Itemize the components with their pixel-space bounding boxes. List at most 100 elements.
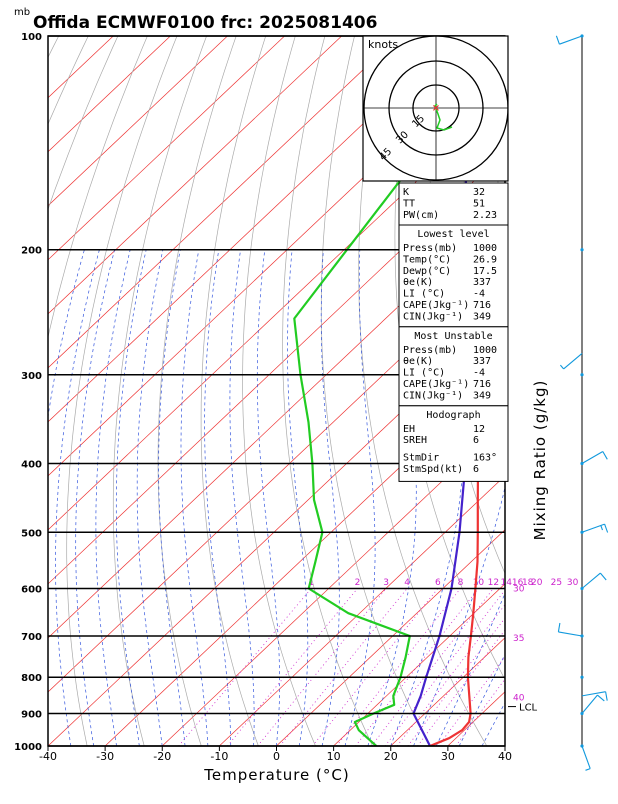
index-label: Temp(°C) <box>403 254 451 265</box>
right-side-label: 30 <box>513 584 525 594</box>
dry-adiabat-line <box>243 36 316 746</box>
wind-barb-flag <box>597 695 604 701</box>
index-value: 17.5 <box>473 266 497 277</box>
index-label: LI (°C) <box>403 289 445 300</box>
wind-barb-flag <box>603 452 608 460</box>
mixing-ratio-label: 30 <box>567 578 579 588</box>
index-value: 349 <box>473 311 491 322</box>
wind-barb-staff <box>582 452 603 464</box>
moist-adiabat-line <box>116 250 146 746</box>
x-tick-label: -10 <box>210 750 228 763</box>
index-value: 1000 <box>473 243 497 254</box>
isotherm-line <box>0 36 285 746</box>
dry-adiabat-line <box>591 36 618 746</box>
x-tick-label: 30 <box>441 750 455 763</box>
x-tick-label: 0 <box>273 750 280 763</box>
dry-adiabat-line <box>283 36 373 746</box>
moist-adiabat-line <box>321 250 339 746</box>
dry-adiabat-line <box>0 36 118 746</box>
index-label: Press(mb) <box>403 243 457 254</box>
dry-adiabat-line <box>113 36 206 746</box>
wind-barb-flag <box>600 573 606 580</box>
index-label: StmDir <box>403 453 439 464</box>
pressure-tick-label: 100 <box>21 32 42 43</box>
index-heading: Hodograph <box>426 410 480 421</box>
pressure-tick-label: 900 <box>21 710 42 721</box>
mixing-ratio-line <box>280 589 407 747</box>
x-tick-label: -20 <box>153 750 171 763</box>
mixing-ratio-label: 6 <box>435 578 441 588</box>
index-value: 51 <box>473 198 485 209</box>
index-value: 12 <box>473 424 485 435</box>
index-label: θe(K) <box>403 356 433 367</box>
index-heading: Lowest level <box>417 229 489 240</box>
index-value: -4 <box>473 289 485 300</box>
isotherm-line <box>0 36 399 746</box>
wind-barb-staff <box>582 695 597 713</box>
x-tick-label: -30 <box>96 750 114 763</box>
pressure-tick-label: 1000 <box>14 742 42 753</box>
lcl-label: LCL <box>519 703 538 714</box>
wind-barb <box>582 452 607 464</box>
index-value: 163° <box>473 453 497 464</box>
moist-adiabat-line <box>505 250 618 746</box>
index-label: StmSpd(kt) <box>403 464 463 475</box>
index-value: 32 <box>473 187 485 198</box>
chart-title: Offida ECMWF0100 frc: 2025081406 <box>33 13 377 33</box>
thermo-grid <box>0 36 618 746</box>
wind-barb <box>582 746 590 770</box>
x-tick-label: 20 <box>384 750 398 763</box>
mixing-ratio-line <box>418 589 537 747</box>
index-value: 6 <box>473 464 479 475</box>
wind-barb-flag <box>560 365 563 369</box>
moist-adiabat-line <box>230 250 254 746</box>
wind-barb <box>560 353 582 368</box>
wind-barb-staff <box>559 36 582 44</box>
index-label: EH <box>403 424 415 435</box>
isotherm-line <box>0 36 113 746</box>
index-heading: Most Unstable <box>414 331 492 342</box>
index-label: CAPE(Jkg⁻¹) <box>403 379 469 390</box>
isotherm-line <box>562 36 618 746</box>
pressure-tick-label: 800 <box>21 673 42 684</box>
wind-barb-column <box>556 34 607 770</box>
wind-barb-flag <box>605 524 608 532</box>
wind-barb-staff <box>582 746 590 769</box>
mixing-ratio-line <box>258 589 387 747</box>
wind-barb <box>582 573 606 588</box>
wind-barb <box>582 524 608 532</box>
index-value: 337 <box>473 356 491 367</box>
index-label: Dewp(°C) <box>403 266 451 277</box>
mixing-ratio-label: 3 <box>383 578 389 588</box>
dry-adiabat-line <box>561 36 618 746</box>
x-tick-label: 10 <box>327 750 341 763</box>
pressure-tick-label: 500 <box>21 528 42 539</box>
index-label: θe(K) <box>403 277 433 288</box>
index-value: 2.23 <box>473 210 497 221</box>
barb-level-dot <box>580 373 583 376</box>
mixing-ratio-axis-label: Mixing Ratio (g/kg) <box>531 380 549 541</box>
index-value: 349 <box>473 390 491 401</box>
wind-barb <box>558 623 582 636</box>
dry-adiabat-line <box>201 36 266 746</box>
index-label: Press(mb) <box>403 345 457 356</box>
index-value: 716 <box>473 379 491 390</box>
index-label: CIN(Jkg⁻¹) <box>403 311 463 322</box>
mixing-ratio-label: 2 <box>355 578 361 588</box>
moist-adiabat-line <box>35 250 84 746</box>
dry-adiabat-line <box>158 36 236 746</box>
mixing-ratio-label: 12 <box>488 578 499 588</box>
mixing-ratio-label: 4 <box>404 578 410 588</box>
pressure-tick-label: 200 <box>21 246 42 257</box>
index-value: 1000 <box>473 345 497 356</box>
wind-barb-flag <box>601 525 603 530</box>
moist-adiabat-line <box>56 250 100 746</box>
mixing-ratio-label: 20 <box>531 578 543 588</box>
barb-level-dot <box>580 676 583 679</box>
hodograph-unit-label: knots <box>368 38 398 51</box>
